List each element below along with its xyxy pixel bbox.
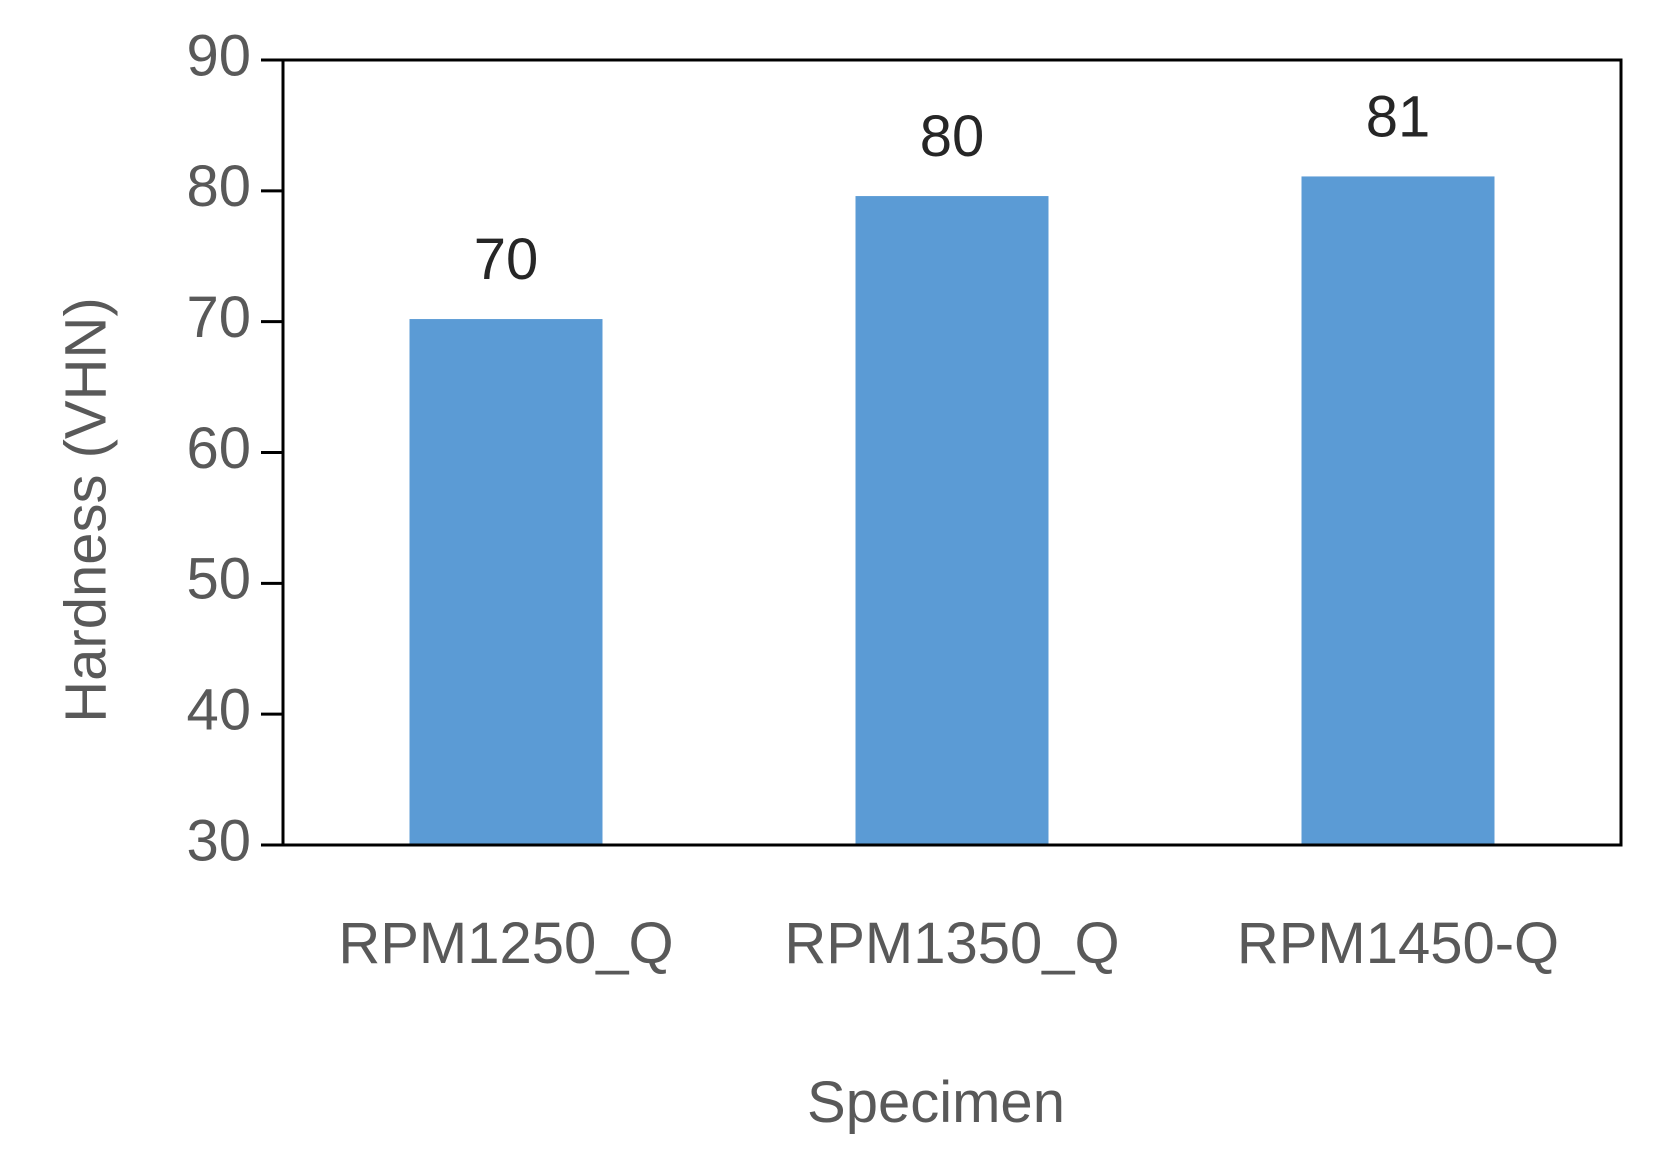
x-tick-label: RPM1350_Q [784, 911, 1119, 976]
y-axis-ticks [261, 58, 283, 847]
bars-layer [409, 176, 1495, 846]
y-tick-label: 40 [186, 677, 251, 742]
y-axis-label: Hardness (VHN) [53, 297, 118, 722]
y-tick-label: 90 [186, 23, 251, 88]
x-tick-label: RPM1450-Q [1237, 911, 1559, 976]
y-axis-tick-labels: 30 40 50 60 70 80 90 [186, 23, 251, 873]
data-label: 81 [1366, 84, 1431, 149]
y-tick-label: 80 [186, 154, 251, 219]
x-axis-label: Specimen [807, 1070, 1065, 1135]
bar [855, 196, 1049, 846]
y-tick-label: 30 [186, 808, 251, 873]
y-tick-label: 60 [186, 416, 251, 481]
y-tick-label: 50 [186, 547, 251, 612]
data-label: 70 [474, 227, 539, 292]
data-labels: 70 80 81 [474, 84, 1431, 292]
data-label: 80 [920, 104, 985, 169]
y-tick-label: 70 [186, 285, 251, 350]
bar [409, 319, 603, 845]
x-axis-tick-labels: RPM1250_Q RPM1350_Q RPM1450-Q [338, 911, 1559, 976]
x-tick-label: RPM1250_Q [338, 911, 673, 976]
bar [1301, 176, 1495, 846]
